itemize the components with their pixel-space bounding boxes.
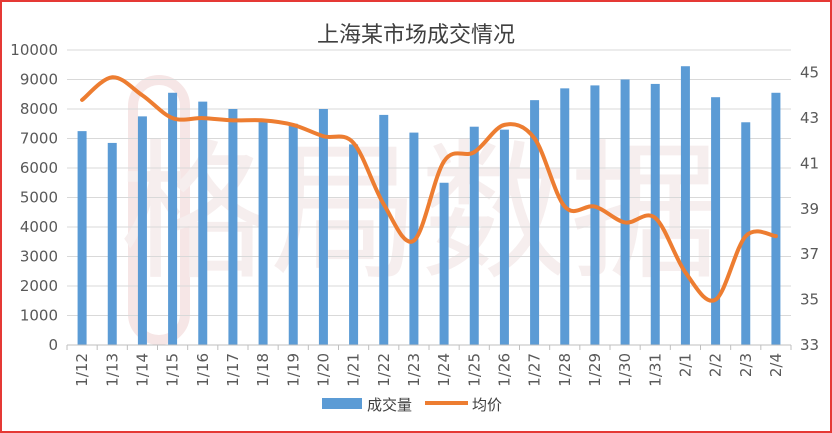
legend: 成交量 均价	[322, 396, 502, 414]
right-tick-label: 41	[800, 154, 819, 172]
watermark-text: 格局数据	[120, 127, 720, 301]
x-tick-label: 1/12	[73, 353, 91, 387]
left-tick-label: 10000	[10, 41, 58, 59]
x-tick-label: 1/30	[616, 353, 634, 387]
left-axis: 0 1000 2000 3000 4000 5000 6000 7000 8000 9000 100…	[10, 41, 58, 354]
x-tick-label: 1/17	[224, 353, 242, 387]
x-tick-label: 1/25	[465, 353, 483, 387]
volume-bar	[228, 109, 238, 345]
volume-bar	[680, 66, 690, 345]
left-tick-label: 3000	[20, 248, 58, 266]
volume-bar	[439, 182, 449, 345]
x-tick-label: 1/13	[103, 353, 121, 387]
right-axis: 33 35 37 39 41 43 45	[800, 64, 819, 354]
left-tick-label: 6000	[20, 159, 58, 177]
volume-bar	[469, 126, 479, 345]
x-tick-label: 1/22	[375, 353, 393, 387]
x-tick-label: 1/19	[284, 353, 302, 387]
left-tick-label: 2000	[20, 277, 58, 295]
left-tick-label: 4000	[20, 218, 58, 236]
left-tick-label: 5000	[20, 189, 58, 207]
volume-bar	[379, 114, 389, 346]
volume-bar	[499, 129, 509, 345]
x-tick-label: 1/23	[405, 353, 423, 387]
x-tick-label: 1/14	[133, 353, 151, 387]
volume-bar	[107, 142, 117, 345]
x-tick-label: 1/29	[586, 353, 604, 387]
x-tick-label: 2/3	[737, 353, 755, 377]
x-tick-label: 1/15	[164, 353, 182, 387]
x-tick-label: 1/26	[495, 353, 513, 387]
x-tick-label: 1/20	[314, 353, 332, 387]
volume-bar	[349, 144, 359, 345]
right-tick-label: 37	[800, 245, 819, 263]
right-tick-label: 45	[800, 64, 819, 82]
right-tick-label: 35	[800, 291, 819, 309]
volume-bar	[318, 109, 328, 345]
x-tick-label: 2/1	[676, 353, 694, 377]
x-tick-label: 2/4	[767, 353, 785, 377]
x-axis: 1/12 1/13 1/14 1/15 1/16 1/17 1/18 1/19 1/20 1/21…	[66, 344, 792, 387]
line-series-price	[80, 75, 778, 303]
left-tick-label: 8000	[20, 100, 58, 118]
x-tick-label: 1/28	[556, 353, 574, 387]
right-tick-label: 39	[800, 200, 819, 218]
x-tick-label: 2/2	[707, 353, 725, 377]
volume-bar	[530, 100, 540, 346]
volume-bar	[590, 85, 600, 346]
legend-bar-label: 成交量	[367, 396, 412, 414]
bar-series-volume	[77, 66, 781, 346]
x-tick-label: 1/18	[254, 353, 272, 387]
left-tick-label: 1000	[20, 307, 58, 325]
volume-bar	[650, 83, 660, 346]
x-tick-label: 1/27	[526, 353, 544, 387]
gridlines	[67, 49, 791, 346]
left-tick-label: 0	[48, 336, 58, 354]
right-tick-label: 33	[800, 336, 819, 354]
volume-bar	[711, 97, 721, 345]
x-tick-label: 1/24	[435, 353, 453, 387]
legend-line-label: 均价	[472, 396, 502, 414]
volume-bar	[258, 119, 268, 345]
x-tick-label: 1/21	[345, 353, 363, 387]
volume-bar	[77, 131, 87, 345]
chart-title: 上海某市场成交情况	[317, 23, 515, 48]
x-tick-label: 1/31	[646, 353, 664, 387]
volume-bar	[771, 92, 781, 346]
volume-bar	[168, 92, 178, 346]
left-tick-label: 9000	[20, 71, 58, 89]
legend-bar-swatch	[322, 398, 362, 409]
left-tick-label: 7000	[20, 130, 58, 148]
volume-bar	[560, 88, 570, 345]
x-tick-label: 1/16	[194, 353, 212, 387]
volume-bar	[137, 116, 147, 345]
right-tick-label: 43	[800, 109, 819, 127]
volume-bar	[198, 101, 208, 345]
volume-bar	[288, 123, 298, 345]
volume-bar	[620, 79, 630, 345]
